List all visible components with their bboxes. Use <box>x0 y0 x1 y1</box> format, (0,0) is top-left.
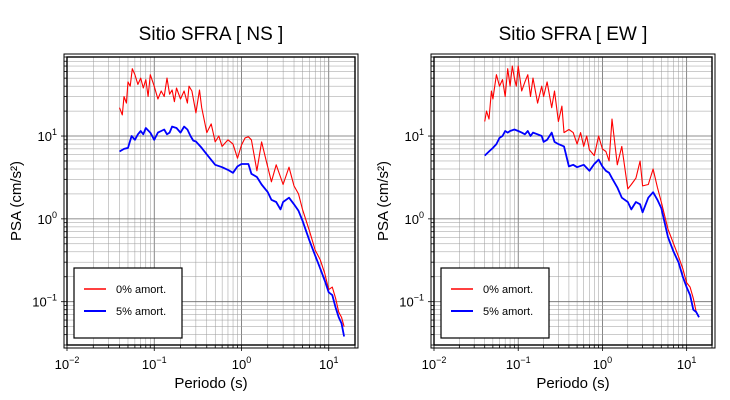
x-tick-label: 10−1 <box>142 355 167 372</box>
y-tick-label: 10−1 <box>32 293 57 310</box>
x-tick-label: 10−2 <box>422 355 447 372</box>
x-tick-label: 101 <box>677 355 696 372</box>
legend-box <box>440 267 550 339</box>
legend-label: 0% amort. <box>483 284 533 296</box>
x-tick-label: 101 <box>319 355 338 372</box>
y-axis-label: PSA (cm/s²) <box>375 161 392 241</box>
chart-title: Sitio SFRA [ EW ] <box>499 24 648 45</box>
frame-inner <box>66 56 356 346</box>
chart-panel: 10−2 10−1 100 101 10−1 100 101 Sitio SFRA [ EW … <box>375 24 716 392</box>
series-line-five-pct-damping <box>119 125 345 337</box>
x-tick-label: 10−1 <box>506 355 531 372</box>
chart-title: Sitio SFRA [ NS ] <box>139 24 284 45</box>
legend: 0% amort. 5% amort. <box>73 267 183 339</box>
x-axis-label: Periodo (s) <box>174 375 247 392</box>
x-tick-label: 10−2 <box>55 355 80 372</box>
legend-label: 5% amort. <box>483 306 533 318</box>
grid <box>66 56 356 346</box>
y-tick-label: 10−1 <box>399 293 424 310</box>
y-tick-label: 100 <box>38 210 57 227</box>
legend-label: 5% amort. <box>116 306 166 318</box>
y-tick-label: 101 <box>405 127 424 144</box>
series-line-five-pct-damping <box>484 128 700 318</box>
legend-label: 0% amort. <box>116 284 166 296</box>
y-axis-label: PSA (cm/s²) <box>8 161 25 241</box>
x-tick-label: 100 <box>232 355 251 372</box>
y-tick-label: 100 <box>405 210 424 227</box>
frame-inner <box>433 56 713 346</box>
series-line-zero-damping <box>484 65 700 318</box>
series-line-zero-damping <box>118 68 345 327</box>
x-tick-label: 100 <box>593 355 612 372</box>
y-tick-label: 101 <box>38 127 57 144</box>
legend-box <box>73 267 183 339</box>
legend: 0% amort. 5% amort. <box>440 267 550 339</box>
x-axis-label: Periodo (s) <box>536 375 609 392</box>
frame-outer <box>430 53 716 349</box>
chart-panel: 10−2 10−1 100 101 10−1 100 101 Sitio SFRA [ NS … <box>8 24 359 392</box>
frame-outer <box>63 53 359 349</box>
